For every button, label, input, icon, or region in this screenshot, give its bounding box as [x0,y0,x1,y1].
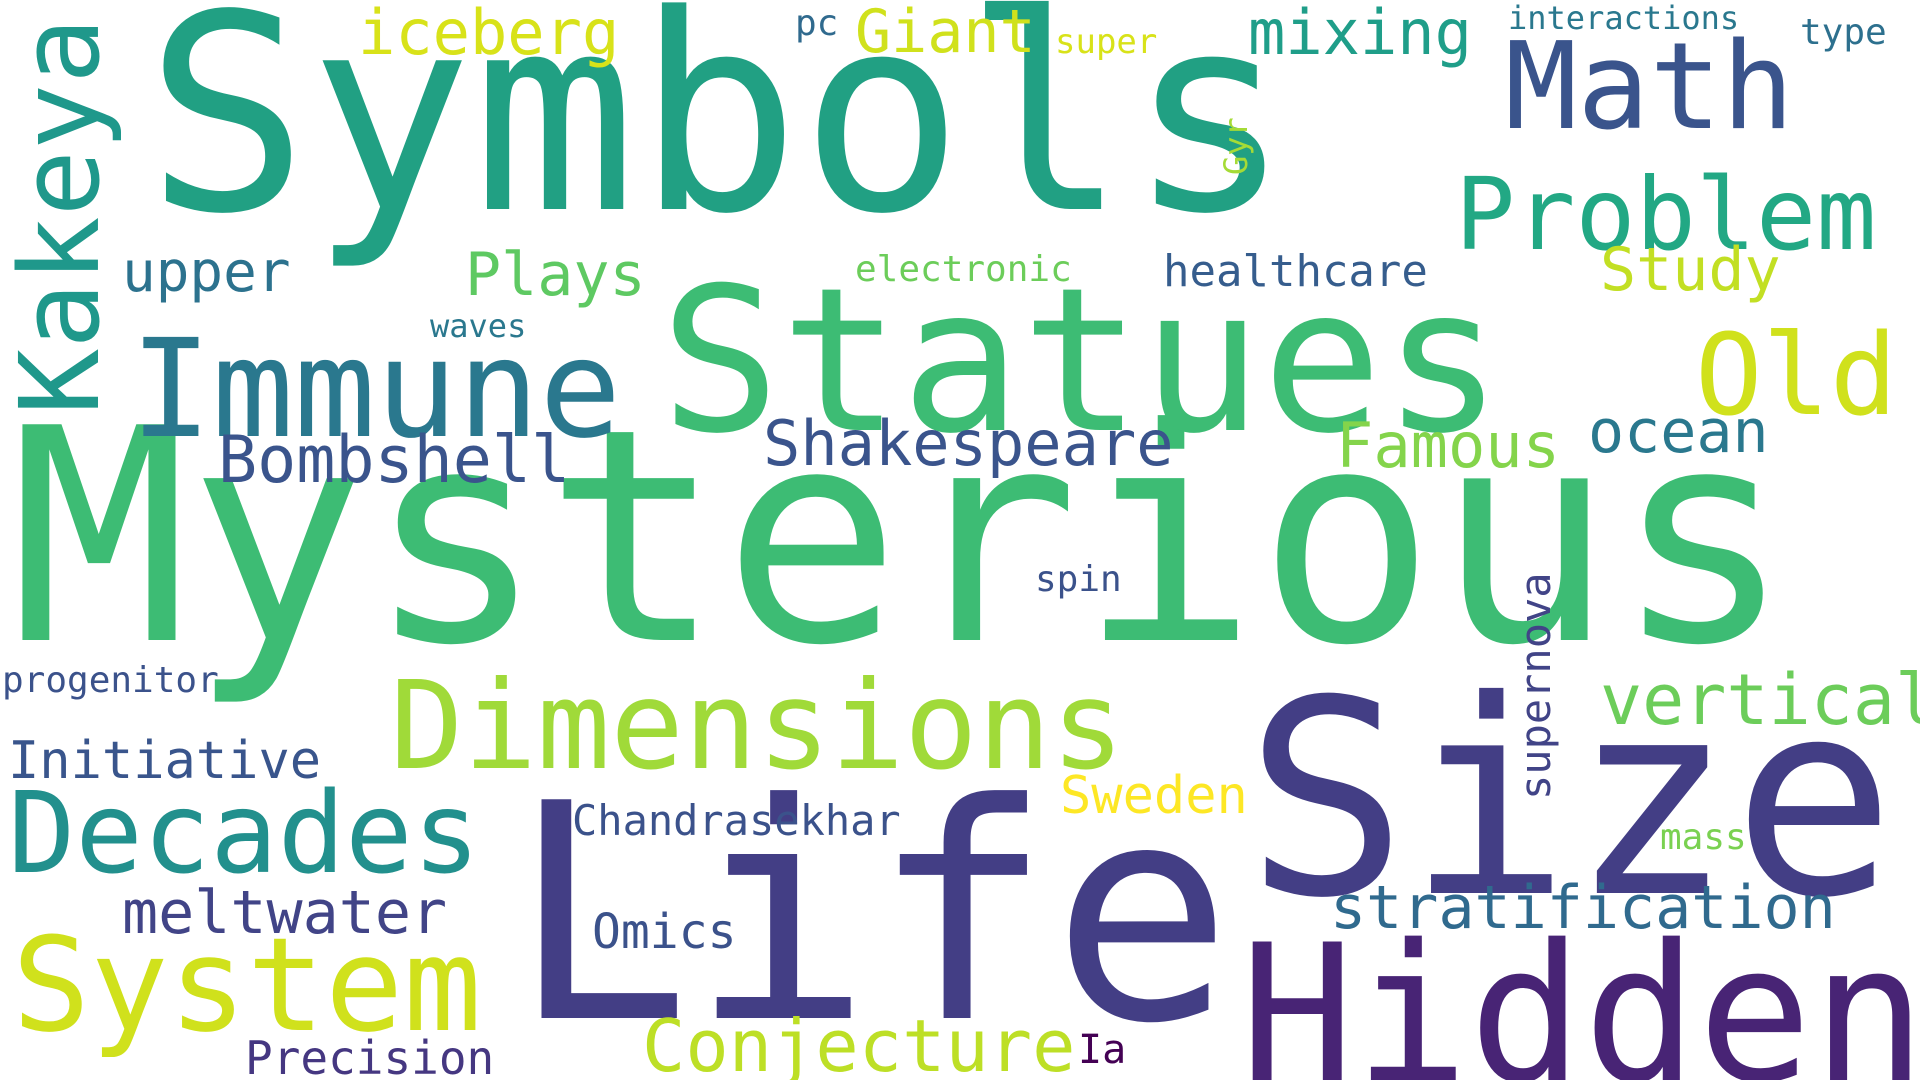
word-waves: waves [430,307,527,345]
word-conjecture: Conjecture [642,1004,1076,1080]
word-decades: Decades [8,769,481,899]
word-ocean: ocean [1588,397,1769,467]
word-study: Study [1600,235,1781,305]
word-giant: Giant [855,0,1036,67]
word-immune: Immune [130,311,622,469]
word-supernova: supernova [1511,572,1560,800]
word-mixing: mixing [1248,0,1472,69]
word-super: super [1055,22,1158,62]
word-sweden: Sweden [1060,766,1248,826]
word-symbols: Symbols [145,0,1292,274]
word-mysterious: Mysterious [10,365,1793,710]
word-initiative: Initiative [8,731,322,791]
word-statues: Statues [660,245,1503,478]
word-stratification: stratification [1330,873,1836,943]
word-upper: upper [122,240,291,305]
word-problem: Problem [1455,156,1877,273]
word-shakespeare: Shakespeare [763,407,1174,480]
word-chandrasekhar: Chandrasekhar [572,796,901,845]
word-electronic: electronic [855,249,1072,290]
word-vertical: vertical [1600,659,1920,741]
word-math: Math [1505,18,1794,157]
word-system: System [12,909,482,1061]
word-omics: Omics [592,904,737,960]
word-bombshell: Bombshell [218,423,571,498]
word-size: Size [1245,642,1896,957]
word-plays: Plays [465,240,646,310]
word-pc: pc [795,3,839,44]
word-ia: Ia [1078,1027,1127,1073]
word-old: Old [1695,311,1898,441]
word-mass: mass [1660,817,1747,858]
word-meltwater: meltwater [122,878,448,948]
word-kakeya: Kakeya [0,17,124,415]
word-spin: spin [1035,559,1122,600]
word-interactions: interactions [1508,0,1740,37]
word-famous: Famous [1336,409,1560,482]
word-iceberg: iceberg [358,0,620,69]
word-gyr: Gyr [1217,117,1255,175]
word-progenitor: progenitor [2,660,219,701]
word-type: type [1800,12,1887,53]
word-dimensions: Dimensions [390,655,1125,797]
word-hidden: Hidden [1240,904,1920,1080]
word-life: Life [510,740,1233,1080]
word-healthcare: healthcare [1163,246,1428,297]
word-precision: Precision [245,1031,495,1080]
